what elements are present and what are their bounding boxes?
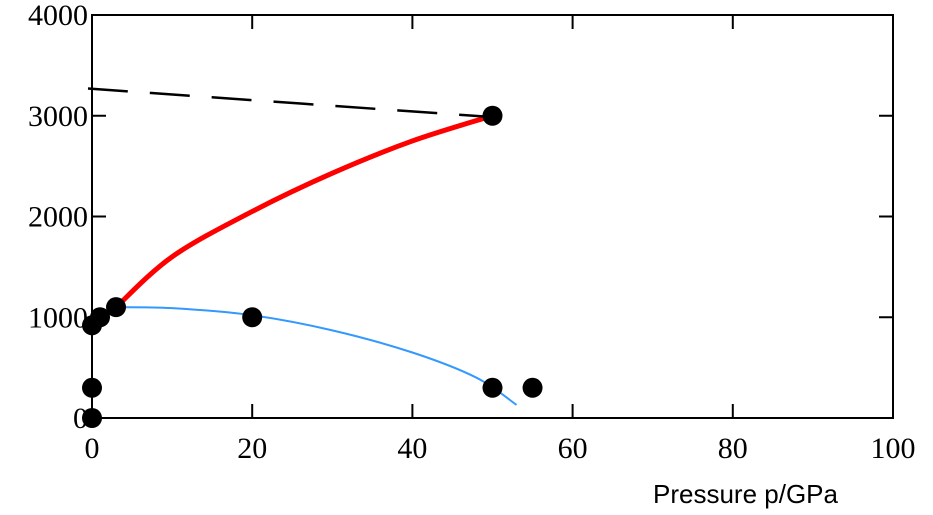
axis-ticks [91, 14, 894, 419]
x-tick-label: 100 [871, 432, 916, 465]
x-tick-label: 60 [558, 432, 588, 465]
data-point [522, 377, 543, 398]
x-tick-label: 80 [718, 432, 748, 465]
data-point [482, 105, 503, 126]
plot-frame [91, 14, 894, 419]
data-point [242, 307, 263, 328]
x-tick-label: 0 [85, 432, 100, 465]
plot-lines [87, 87, 518, 406]
y-tick-label: 4000 [28, 0, 88, 32]
y-tick-label: 2000 [28, 201, 88, 234]
data-point [106, 297, 127, 318]
y-tick-label: 0 [73, 402, 88, 435]
data-point [482, 377, 503, 398]
y-tick-label: 1000 [28, 301, 88, 334]
y-tick-label: 3000 [28, 100, 88, 133]
x-tick-label: 40 [397, 432, 427, 465]
series-line-3 [87, 87, 517, 121]
plot-points [82, 105, 543, 428]
series-line-2 [116, 306, 518, 406]
x-axis-label: Pressure p/GPa [653, 479, 839, 509]
x-tick-label: 20 [237, 432, 267, 465]
series-line-1 [114, 113, 494, 310]
